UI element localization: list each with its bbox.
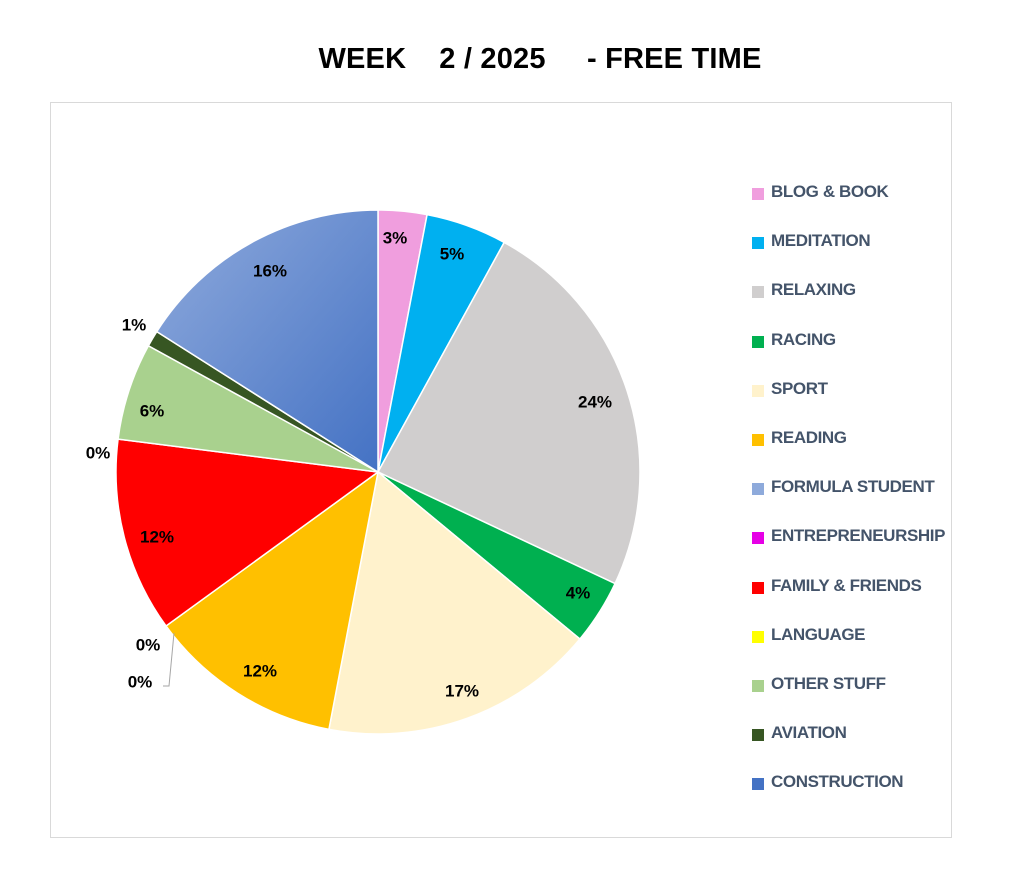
- legend-swatch: [752, 581, 764, 594]
- data-label-sport: 17%: [445, 682, 479, 701]
- legend-swatch: [752, 778, 764, 791]
- data-label-language: 0%: [86, 444, 111, 463]
- legend-swatch: [752, 335, 764, 348]
- legend-swatch: [752, 483, 764, 496]
- legend-label: READING: [771, 428, 847, 447]
- legend-label: FAMILY & FRIENDS: [771, 575, 922, 595]
- legend-swatch: [752, 188, 764, 200]
- data-label-family-and-friends: 12%: [140, 528, 174, 547]
- pie-slices: [115, 209, 641, 735]
- legend-swatch: [752, 532, 764, 545]
- legend-label: MEDITATION: [771, 231, 871, 251]
- data-label-other-stuff: 6%: [140, 402, 165, 421]
- legend-swatch: [752, 680, 764, 692]
- data-label-reading: 12%: [243, 662, 277, 681]
- legend-label: OTHER STUFF: [771, 674, 886, 693]
- legend-swatch: [752, 434, 764, 446]
- data-label-aviation: 1%: [122, 316, 147, 335]
- data-label-racing: 4%: [566, 584, 591, 603]
- pie-slice-construction: [155, 209, 379, 474]
- legend-label: AVIATION: [771, 723, 847, 743]
- legend-label: CONSTRUCTION: [771, 772, 904, 792]
- legend-swatch: [752, 630, 764, 643]
- legend-label: ENTREPRENEURSHIP: [771, 526, 946, 546]
- pie-slice-sport: [328, 470, 581, 735]
- legend-label: FORMULA STUDENT: [771, 477, 935, 497]
- legend-label: RELAXING: [771, 280, 856, 300]
- legend-label: SPORT: [771, 378, 828, 398]
- leader-lines: [163, 632, 175, 687]
- data-labels: 3% 5% 24% 4% 17% 12% 0% 0% 12% 0% 6% 1% 16%: [86, 229, 612, 701]
- data-label-entrepreneurship: 0%: [128, 673, 153, 692]
- pie-slice-reading: [164, 470, 380, 731]
- legend-swatch: [752, 384, 764, 397]
- leader-line-entrepreneurship: [163, 632, 175, 687]
- legend-swatch: [752, 237, 764, 250]
- chart-title: WEEK 2 / 2025 - FREE TIME: [318, 43, 762, 75]
- data-label-formula-student: 0%: [136, 636, 161, 655]
- legend-swatch: [752, 286, 764, 299]
- data-label-relaxing: 24%: [578, 393, 612, 412]
- data-label-meditation: 5%: [440, 245, 465, 264]
- legend-label: BLOG & BOOK: [771, 182, 889, 201]
- pie-slice-family-and-friends: [115, 438, 380, 628]
- legend-swatch: [752, 729, 764, 742]
- data-label-construction: 16%: [253, 262, 287, 281]
- legend-label: LANGUAGE: [771, 624, 866, 644]
- pie-slice-relaxing: [376, 241, 641, 585]
- data-label-blog-and-book: 3%: [383, 229, 408, 248]
- legend-label: RACING: [771, 329, 836, 349]
